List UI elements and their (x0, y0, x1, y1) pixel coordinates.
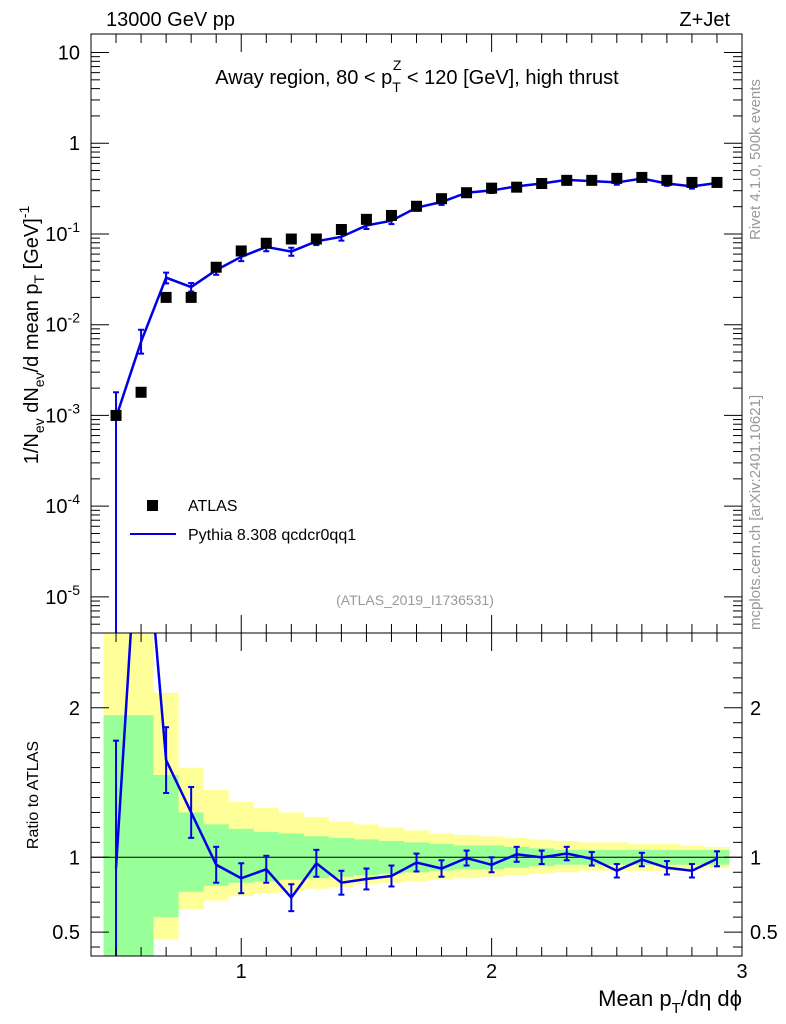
ratio-y-tick-label-right: 0.5 (750, 922, 778, 944)
atlas-data-point (385, 209, 397, 221)
process-label: Z+Jet (679, 9, 730, 31)
atlas-data-point (110, 409, 122, 421)
analysis-reference: (ATLAS_2019_I1736531) (336, 592, 494, 608)
data-series (110, 171, 723, 421)
atlas-data-point (511, 181, 523, 193)
atlas-data-point (335, 224, 347, 236)
atlas-data-point (536, 178, 548, 190)
mc-series (113, 175, 720, 633)
ratio-mc-series (113, 633, 720, 956)
atlas-data-point (686, 176, 698, 188)
energy-label: 13000 GeV pp (106, 9, 235, 31)
legend-label-atlas: ATLAS (188, 498, 238, 515)
main-y-tick-label: 10-2 (45, 310, 80, 337)
x-axis-title: Mean pT/dη dϕ (598, 986, 742, 1017)
x-tick-label: 3 (736, 961, 747, 983)
atlas-data-point (636, 171, 648, 183)
main-y-tick-labels: 10 1 10-1 10-2 10-3 10-4 10-5 (45, 43, 80, 609)
atlas-data-point (661, 174, 673, 186)
atlas-data-point (210, 261, 222, 273)
ratio-y-tick-label-left: 0.5 (52, 922, 80, 944)
outer-uncertainty-band (103, 633, 730, 956)
uncertainty-bands (103, 633, 730, 956)
ratio-plot-area (91, 633, 742, 956)
main-y-tick-label: 1 (69, 133, 80, 155)
atlas-data-point (561, 174, 573, 186)
ratio-y-tick-label-right: 2 (750, 698, 761, 720)
atlas-data-point (135, 386, 147, 398)
atlas-data-point (411, 200, 422, 212)
source-label: mcplots.cern.ch [arXiv:2401.10621] (747, 395, 764, 630)
main-y-tick-label: 10-3 (45, 400, 80, 427)
main-plot-area (110, 171, 723, 633)
main-y-tick-label: 10-1 (45, 219, 80, 246)
legend-label-mc: Pythia 8.308 qcdcr0qq1 (188, 527, 356, 544)
atlas-data-point (285, 233, 297, 245)
main-y-tick-label: 10-4 (45, 491, 80, 518)
atlas-data-point (711, 176, 723, 188)
ratio-panel: 0.5 0.5 1 1 2 2 1 2 3 Ratio to ATLAS Mean pT/dη … (25, 632, 778, 1017)
atlas-data-point (260, 237, 272, 249)
atlas-data-point (436, 193, 448, 205)
atlas-data-point (310, 233, 322, 245)
inner-uncertainty-band (103, 715, 730, 956)
atlas-data-point (235, 245, 247, 257)
rivet-version-label: Rivet 4.1.0, 500k events (747, 79, 764, 240)
ratio-y-tick-label-left: 1 (69, 847, 80, 869)
atlas-data-point (185, 291, 197, 303)
main-y-tick-label: 10-5 (45, 582, 80, 609)
ratio-y-axis-title: Ratio to ATLAS (25, 741, 42, 849)
main-panel: 10 1 10-1 10-2 10-3 10-4 10-5 Away region, 80 … (16, 33, 743, 634)
main-y-tick-label: 10 (58, 43, 80, 65)
atlas-data-point (586, 174, 598, 186)
x-tick-label: 2 (486, 961, 497, 983)
ratio-frame (90, 632, 743, 957)
atlas-data-point (611, 172, 623, 184)
ratio-y-tick-label-left: 2 (69, 698, 80, 720)
atlas-data-point (160, 291, 172, 303)
ratio-axis-ticks: 0.5 0.5 1 1 2 2 1 2 3 (52, 632, 778, 983)
legend-marker-atlas (147, 500, 158, 511)
x-tick-label: 1 (236, 961, 247, 983)
main-y-axis-title: 1/Nev dNev/d mean pT [GeV]-1 (16, 206, 47, 465)
main-axis-ticks (91, 34, 742, 634)
atlas-data-point (486, 182, 498, 194)
mc-line (114, 177, 718, 418)
ratio-y-tick-label-right: 1 (750, 847, 761, 869)
plot-title: Away region, 80 < pTZ < 120 [GeV], high … (215, 57, 619, 95)
legend: ATLAS Pythia 8.308 qcdcr0qq1 (130, 498, 356, 544)
atlas-data-point (360, 213, 372, 225)
atlas-data-point (461, 187, 473, 199)
